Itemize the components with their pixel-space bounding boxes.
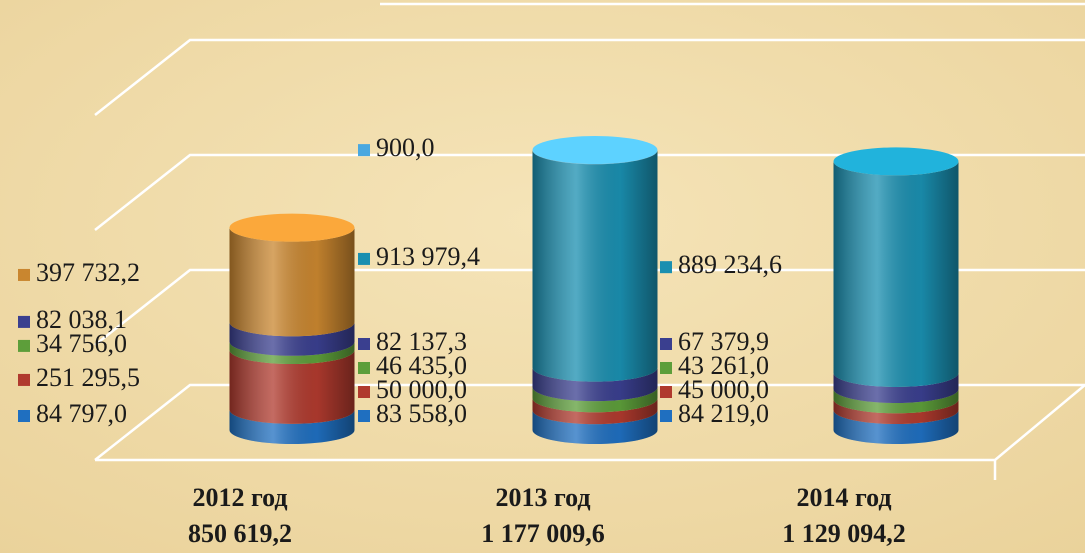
x-tick-label: 2014 год: [796, 483, 891, 512]
grid-edge: [94, 38, 1085, 116]
legend-swatch: [358, 362, 370, 374]
value-label: 900,0: [376, 133, 435, 162]
value-label: 82 137,3: [376, 327, 467, 356]
legend-swatch: [18, 339, 30, 352]
value-label: 50 000,0: [376, 375, 467, 404]
total-label: 850 619,2: [188, 519, 292, 548]
shade: [833, 399, 959, 424]
value-label: 34 756,0: [36, 329, 127, 358]
grid-edge: [94, 383, 1085, 461]
legend-swatch: [358, 410, 370, 422]
legend-swatch: [18, 268, 30, 281]
shade: [532, 410, 658, 444]
value-label: 43 261,0: [678, 351, 769, 380]
value-label: 45 000,0: [678, 375, 769, 404]
shade: [532, 150, 658, 382]
value-label: 82 038,1: [36, 305, 127, 334]
cylinder-top: [532, 136, 658, 164]
value-label: 84 797,0: [36, 399, 127, 428]
shade: [229, 409, 355, 444]
value-label: 67 379,9: [678, 327, 769, 356]
value-label: 251 295,5: [36, 363, 140, 392]
legend-swatch: [660, 338, 672, 350]
grid-edge: [94, 268, 1085, 346]
legend-swatch: [18, 373, 30, 386]
shade: [833, 409, 959, 444]
value-label: 397 732,2: [36, 258, 140, 287]
value-label: 83 558,0: [376, 399, 467, 428]
shade: [833, 161, 959, 387]
legend-swatch: [358, 144, 370, 157]
shade: [229, 350, 355, 424]
legend-swatch: [18, 410, 30, 422]
shade: [532, 398, 658, 425]
cylinder-top: [833, 147, 959, 176]
x-tick-label: 2013 год: [495, 483, 590, 512]
legend-swatch: [660, 362, 672, 374]
legend-swatch: [358, 338, 370, 350]
value-label: 913 979,4: [376, 242, 480, 271]
shade: [833, 388, 959, 414]
value-label: 46 435,0: [376, 351, 467, 380]
shade: [229, 341, 355, 365]
shade: [532, 387, 658, 413]
shade: [229, 227, 355, 337]
legend-swatch: [660, 261, 672, 274]
shade: [532, 367, 658, 402]
shade: [229, 322, 355, 356]
legend-swatch: [660, 386, 672, 398]
total-label: 1 129 094,2: [782, 519, 906, 548]
value-label: 84 219,0: [678, 399, 769, 428]
legend-swatch: [660, 410, 672, 422]
floor-grid: [94, 2, 1085, 480]
shade: [833, 372, 959, 403]
x-tick-label: 2012 год: [192, 483, 287, 512]
legend-swatch: [18, 315, 30, 328]
legend-swatch: [358, 386, 370, 398]
value-label: 889 234,6: [678, 250, 782, 279]
legend-swatch: [358, 252, 370, 265]
cylinder-top: [229, 213, 355, 242]
total-label: 1 177 009,6: [481, 519, 605, 548]
grid-edge: [94, 153, 1085, 231]
